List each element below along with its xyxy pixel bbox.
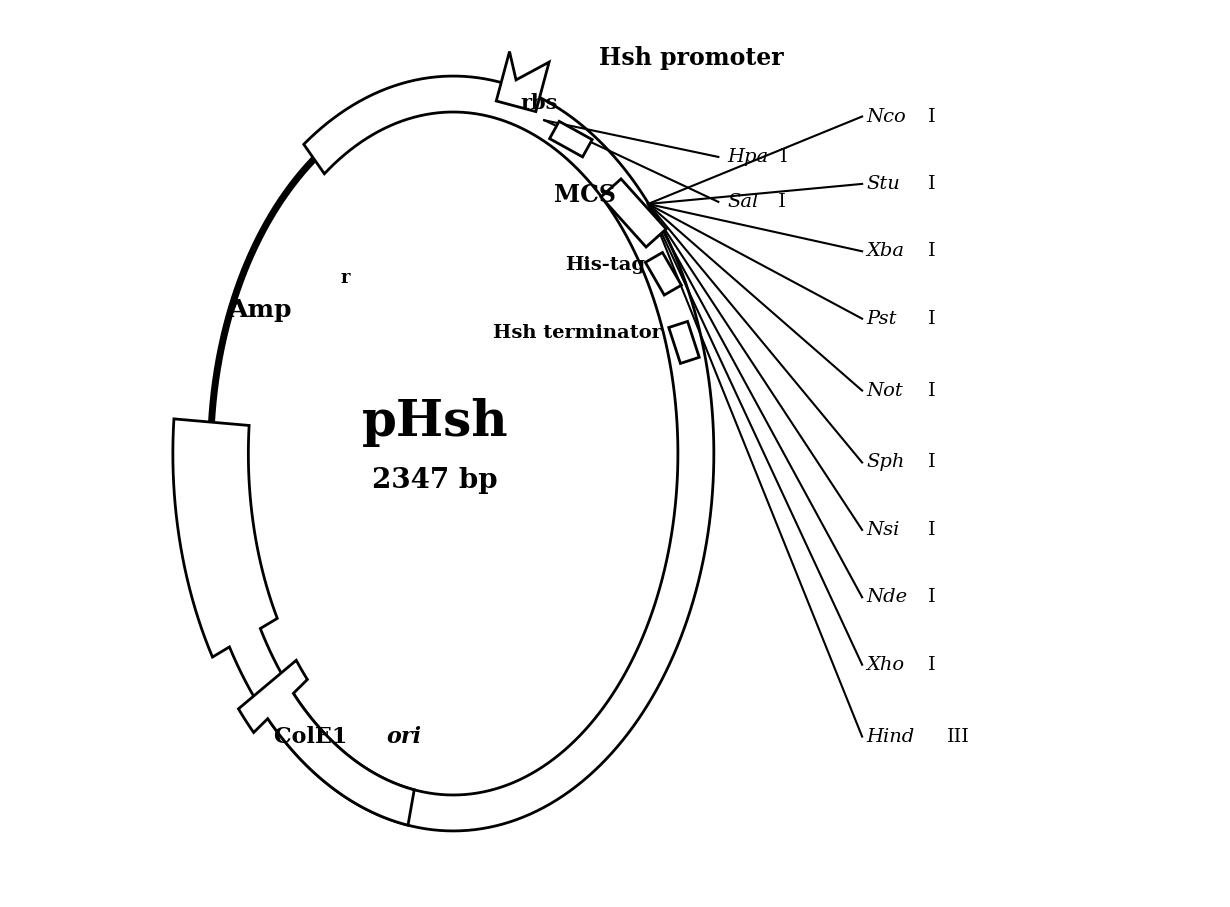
- Text: Pst: Pst: [867, 309, 897, 327]
- Text: Not: Not: [867, 382, 903, 400]
- Text: I: I: [927, 656, 935, 674]
- Text: MCS: MCS: [554, 183, 615, 207]
- Text: Hsh terminator: Hsh terminator: [493, 325, 662, 343]
- Text: Xho: Xho: [867, 656, 905, 674]
- Text: Stu: Stu: [867, 175, 900, 193]
- Text: I: I: [927, 589, 935, 606]
- Text: r: r: [341, 269, 351, 288]
- Text: I: I: [927, 454, 935, 472]
- Polygon shape: [669, 321, 699, 364]
- Text: I: I: [927, 175, 935, 193]
- Polygon shape: [239, 660, 415, 825]
- Polygon shape: [601, 179, 667, 247]
- Text: Nco: Nco: [867, 108, 907, 125]
- Text: I: I: [772, 193, 786, 210]
- Polygon shape: [646, 252, 681, 295]
- Text: Hind: Hind: [867, 727, 915, 746]
- Text: I: I: [927, 108, 935, 125]
- Text: Xba: Xba: [867, 242, 904, 260]
- Text: Amp: Amp: [229, 297, 292, 322]
- Text: Hsh promoter: Hsh promoter: [599, 46, 784, 70]
- Text: Hpa: Hpa: [727, 148, 769, 166]
- Polygon shape: [496, 52, 549, 112]
- Text: I: I: [927, 242, 935, 260]
- Text: His-tag: His-tag: [566, 256, 646, 274]
- Text: Sph: Sph: [867, 454, 905, 472]
- Text: ColE1: ColE1: [273, 726, 354, 747]
- Text: I: I: [927, 382, 935, 400]
- Polygon shape: [173, 76, 713, 831]
- Text: 2347 bp: 2347 bp: [373, 467, 498, 494]
- Text: Nde: Nde: [867, 589, 908, 606]
- Text: ori: ori: [386, 726, 421, 747]
- Text: Sal: Sal: [727, 193, 759, 210]
- Polygon shape: [550, 122, 592, 157]
- Text: rbs: rbs: [520, 93, 557, 113]
- Text: Nsi: Nsi: [867, 521, 900, 539]
- Text: I: I: [927, 309, 935, 327]
- Text: pHsh: pHsh: [362, 397, 508, 446]
- Text: III: III: [947, 727, 969, 746]
- Text: I: I: [927, 521, 935, 539]
- Text: I: I: [780, 148, 787, 166]
